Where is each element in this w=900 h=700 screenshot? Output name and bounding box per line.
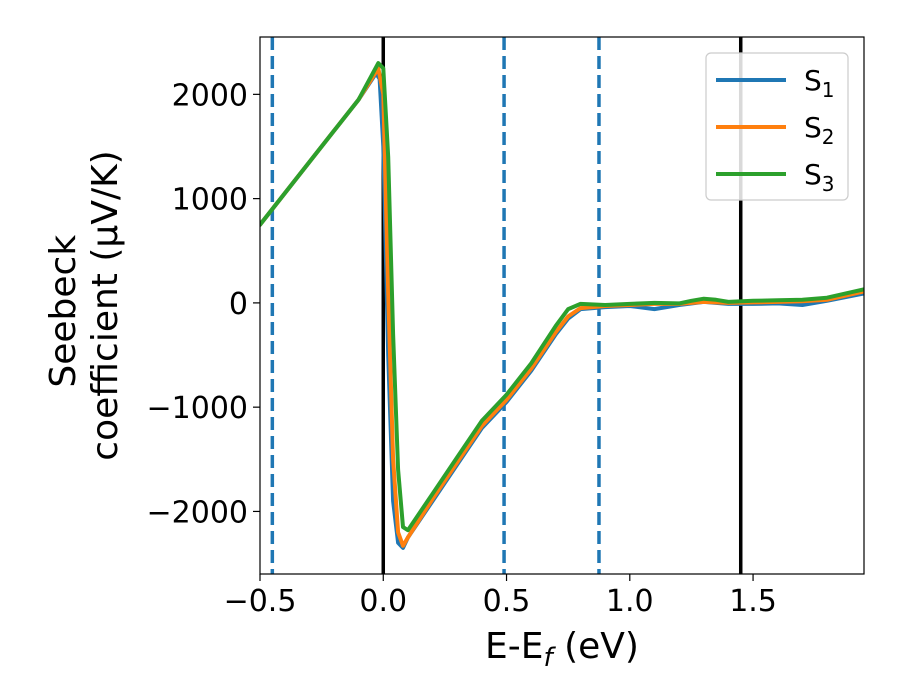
legend: S1 S2 S3 [705, 52, 849, 201]
legend-label-s2: S2 [804, 111, 835, 149]
y-axis-label: Seebeck coefficient (μV/K) [43, 150, 126, 460]
y-tick-label: 1000 [172, 183, 248, 218]
y-axis-label-line-1: Seebeck [43, 235, 84, 388]
x-tick-label: 1.5 [729, 584, 777, 619]
x-tick-label: −0.5 [224, 584, 297, 619]
y-tick-label: 0 [229, 287, 248, 322]
y-tick-label: −2000 [147, 495, 248, 530]
x-tick-label: 1.0 [606, 584, 654, 619]
x-tick-label: 0.0 [359, 584, 407, 619]
x-axis-label: E-Ef (eV) [485, 626, 639, 673]
y-axis-label-line-2: coefficient (μV/K) [85, 150, 126, 460]
y-tick-label: 2000 [172, 78, 248, 113]
plot-frame [259, 36, 865, 575]
y-tick-label: −1000 [147, 391, 248, 426]
legend-label-s3: S3 [804, 158, 835, 196]
data-layer [260, 37, 864, 574]
series-line-s3 [260, 61, 864, 533]
legend-label-s1: S1 [804, 64, 835, 102]
x-tick-label: 0.5 [483, 584, 531, 619]
